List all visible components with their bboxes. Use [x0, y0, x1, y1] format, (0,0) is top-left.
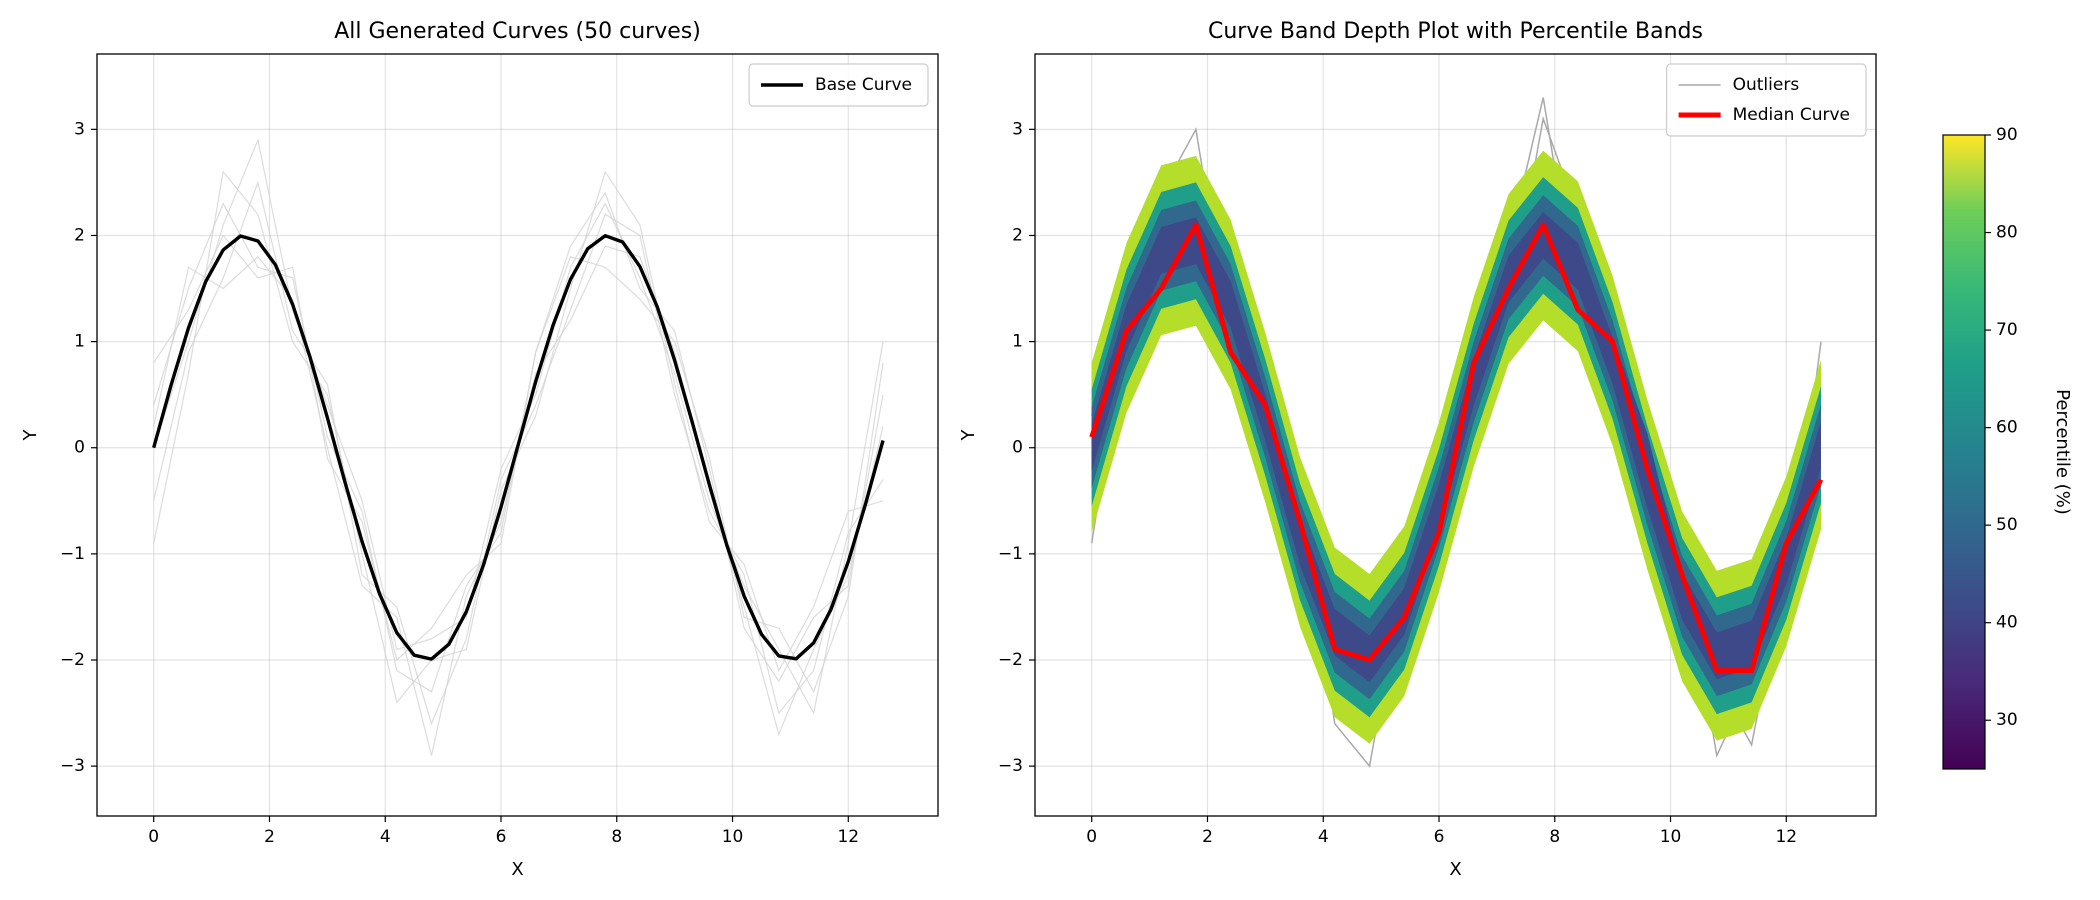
x-tick-label: 0	[1086, 827, 1097, 847]
y-tick-label: −2	[60, 650, 85, 670]
colorbar-tick-label: 60	[1996, 418, 2018, 438]
y-axis-label: Y	[958, 429, 979, 442]
y-tick-label: −3	[998, 756, 1023, 776]
legend: Outliers Median Curve	[1666, 63, 1867, 137]
chart-title: All Generated Curves (50 curves)	[334, 19, 701, 44]
x-tick-label: 4	[1318, 827, 1329, 847]
y-tick-label: 3	[1012, 119, 1023, 139]
plot-content	[152, 137, 885, 756]
legend-label: Outliers	[1733, 75, 1800, 95]
x-tick-label: 8	[1549, 827, 1560, 847]
axes-frame	[1034, 53, 1877, 817]
colorbar-tick-label: 40	[1996, 613, 2018, 633]
x-tick-label: 6	[1434, 827, 1445, 847]
y-tick-label: 2	[1012, 225, 1023, 245]
x-axis-label: X	[511, 859, 523, 880]
legend-frame	[1666, 63, 1867, 137]
y-tick-label: 2	[74, 225, 85, 245]
y-tick-label: −2	[998, 650, 1023, 670]
x-tick-label: 8	[611, 827, 622, 847]
chart-title: Curve Band Depth Plot with Percentile Ba…	[1208, 19, 1703, 44]
colorbar	[1942, 134, 1986, 770]
x-tick-label: 4	[380, 827, 391, 847]
colorbar-tick-label: 30	[1996, 710, 2018, 730]
colorbar-tick-label: 70	[1996, 320, 2018, 340]
x-tick-label: 2	[1202, 827, 1213, 847]
x-tick-label: 10	[1660, 827, 1682, 847]
y-tick-label: −1	[60, 544, 85, 564]
x-tick-label: 0	[148, 827, 159, 847]
x-tick-label: 12	[837, 827, 859, 847]
colorbar-label: Percentile (%)	[2052, 389, 2073, 515]
colorbar-tick-label: 50	[1996, 515, 2018, 535]
y-tick-label: 1	[1012, 332, 1023, 352]
legend: Base Curve	[748, 63, 929, 107]
plot-content	[1089, 97, 1824, 768]
x-tick-label: 6	[496, 827, 507, 847]
median-line	[1089, 222, 1824, 674]
legend-frame	[748, 63, 929, 107]
x-tick-label: 2	[264, 827, 275, 847]
axes-frame	[96, 53, 939, 817]
colorbar-tick-label: 90	[1996, 125, 2018, 145]
y-tick-label: 3	[74, 119, 85, 139]
series-line	[152, 234, 885, 661]
background-curve	[153, 137, 884, 715]
y-tick-label: −1	[998, 544, 1023, 564]
y-tick-label: 0	[1012, 438, 1023, 458]
legend-label: Median Curve	[1733, 105, 1850, 125]
x-tick-label: 10	[722, 827, 744, 847]
x-axis-label: X	[1449, 859, 1461, 880]
legend-label: Base Curve	[815, 75, 912, 95]
y-tick-label: 1	[74, 332, 85, 352]
y-tick-label: −3	[60, 756, 85, 776]
x-tick-label: 12	[1775, 827, 1797, 847]
colorbar-tick-label: 80	[1996, 223, 2018, 243]
y-tick-label: 0	[74, 438, 85, 458]
y-axis-label: Y	[20, 429, 41, 442]
